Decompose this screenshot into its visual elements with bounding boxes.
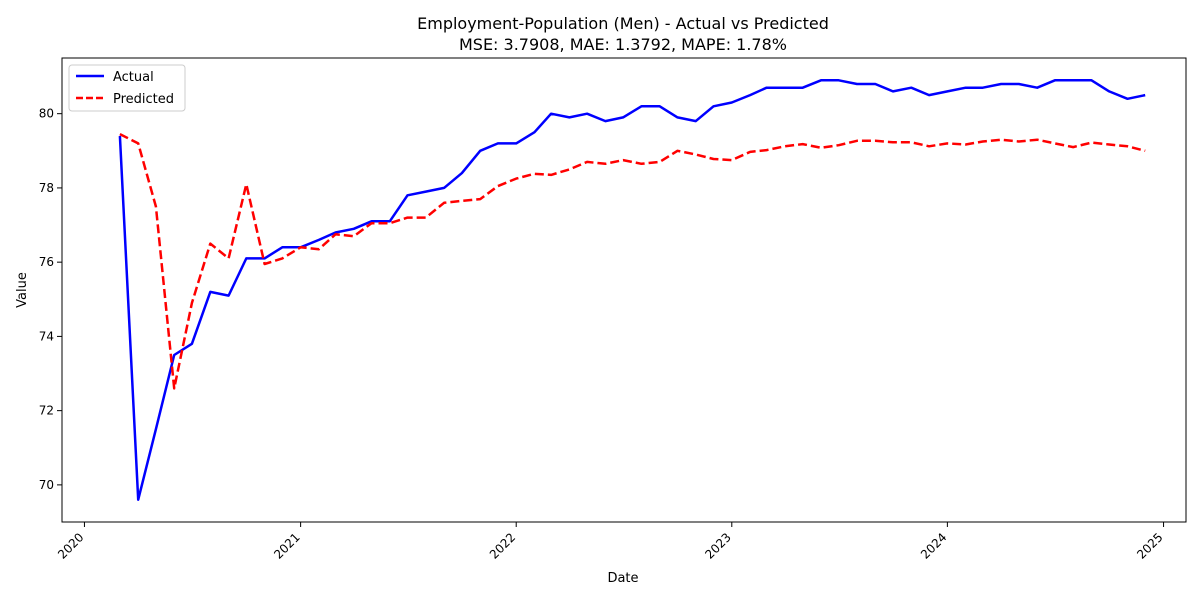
x-axis: 2020 2021 2022 2023 2024 2025 [55, 522, 1166, 562]
plot-frame [61, 57, 1187, 523]
x-tick-label: 2021 [271, 530, 302, 561]
x-tick-label: 2025 [1134, 530, 1165, 561]
y-tick-label: 70 [39, 478, 54, 492]
series-line-actual [118, 79, 1146, 501]
series-layer [118, 79, 1146, 501]
chart-title-line1: Employment-Population (Men) - Actual vs … [417, 14, 829, 33]
x-tick-label: 2020 [55, 530, 86, 561]
x-tick-label: 2024 [918, 530, 949, 561]
legend: Actual Predicted [68, 64, 186, 112]
legend-predicted-label: Predicted [113, 92, 174, 107]
y-axis-label: Value [15, 272, 30, 308]
x-tick-label: 2023 [702, 530, 733, 561]
y-tick-label: 80 [39, 107, 54, 121]
y-tick-label: 72 [39, 404, 54, 418]
y-axis: 70 72 74 76 78 80 [39, 107, 62, 492]
chart-title-line2: MSE: 3.7908, MAE: 1.3792, MAPE: 1.78% [459, 35, 787, 54]
y-tick-label: 74 [39, 329, 54, 343]
series-line-predicted [119, 132, 1146, 390]
legend-actual-label: Actual [113, 70, 154, 85]
x-axis-label: Date [607, 571, 638, 586]
y-tick-label: 76 [39, 255, 54, 269]
x-tick-label: 2022 [487, 530, 518, 561]
y-tick-label: 78 [39, 181, 54, 195]
